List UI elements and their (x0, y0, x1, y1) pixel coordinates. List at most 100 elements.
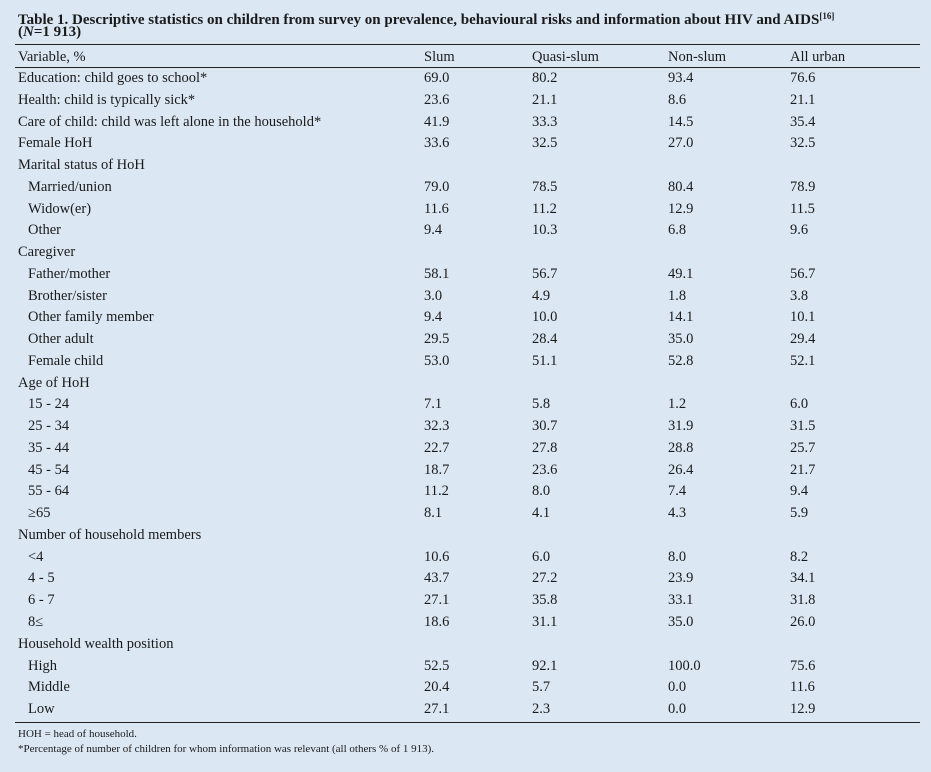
value-cell: 80.2 (532, 70, 558, 86)
footnote: *Percentage of number of children for wh… (18, 743, 435, 755)
row-label: Education: child goes to school* (18, 70, 208, 86)
value-cell: 21.1 (790, 91, 816, 108)
row-label: 25 - 34 (28, 418, 70, 435)
value-cell: 3.8 (790, 287, 809, 304)
value-cell: 10.1 (790, 309, 816, 326)
table-subtitle: (N=1 913) (18, 24, 81, 41)
value-cell: 52.8 (668, 352, 694, 369)
value-cell: 52.1 (790, 352, 816, 369)
value-cell: 100.0 (668, 657, 701, 674)
row-label: High (28, 657, 57, 674)
value-cell: 9.4 (424, 222, 443, 239)
value-cell: 11.5 (790, 200, 815, 217)
value-cell: 41.9 (424, 113, 450, 130)
value-cell: 10.6 (424, 548, 450, 565)
value-cell: 6.0 (532, 548, 551, 565)
value-cell: 18.6 (424, 614, 450, 630)
header-cell: All urban (790, 49, 846, 65)
value-cell: 23.9 (668, 570, 694, 587)
value-cell: 8.0 (532, 483, 551, 500)
value-cell: 9.4 (424, 309, 443, 326)
value-cell: 43.7 (424, 570, 450, 587)
title-text: Table 1. Descriptive statistics on child… (18, 12, 820, 28)
row-label: Female HoH (18, 135, 93, 152)
value-cell: 9.4 (790, 483, 809, 500)
value-cell: 8.2 (790, 548, 809, 565)
group-label: Household wealth position (18, 635, 174, 652)
value-cell: 8.6 (668, 91, 687, 108)
row-label: Widow(er) (28, 200, 92, 217)
value-cell: 35.0 (668, 614, 694, 630)
rule (15, 67, 920, 68)
value-cell: 6.8 (668, 222, 687, 239)
value-cell: 29.5 (424, 331, 450, 348)
value-cell: 22.7 (424, 439, 450, 456)
value-cell: 31.8 (790, 592, 816, 609)
header-cell: Non-slum (668, 49, 726, 65)
value-cell: 32.3 (424, 418, 450, 435)
header-cell: Variable, % (18, 49, 86, 65)
row-label: Other family member (28, 309, 154, 326)
value-cell: 11.6 (424, 200, 449, 217)
value-cell: 78.5 (532, 178, 558, 195)
row-label: 6 - 7 (28, 592, 55, 609)
row-label: Female child (28, 352, 104, 369)
value-cell: 0.0 (668, 701, 687, 718)
subtitle-rest: =1 913) (33, 24, 82, 40)
value-cell: 14.5 (668, 113, 694, 130)
value-cell: 51.1 (532, 352, 558, 369)
value-cell: 7.4 (668, 483, 687, 500)
value-cell: 27.8 (532, 439, 558, 456)
rule (15, 722, 920, 723)
value-cell: 1.8 (668, 287, 687, 304)
group-label: Age of HoH (18, 374, 90, 391)
subtitle-open: ( (18, 24, 23, 40)
value-cell: 12.9 (668, 200, 694, 217)
value-cell: 26.0 (790, 614, 816, 630)
value-cell: 27.2 (532, 570, 558, 587)
value-cell: 21.1 (532, 91, 558, 108)
value-cell: 2.3 (532, 701, 551, 718)
subtitle-n: N (23, 24, 34, 40)
value-cell: 12.9 (790, 701, 816, 718)
value-cell: 11.2 (424, 483, 449, 500)
row-label: 15 - 24 (28, 396, 70, 413)
footnote: HOH = head of household. (18, 728, 137, 740)
row-label: Other adult (28, 331, 94, 348)
value-cell: 56.7 (532, 265, 558, 282)
header-cell: Quasi-slum (532, 49, 599, 65)
value-cell: 92.1 (532, 657, 558, 674)
value-cell: 33.3 (532, 113, 558, 130)
value-cell: 3.0 (424, 287, 443, 304)
row-label: Low (28, 701, 55, 718)
row-label: Father/mother (28, 265, 111, 282)
value-cell: 34.1 (790, 570, 816, 587)
value-cell: 53.0 (424, 352, 450, 369)
value-cell: 0.0 (668, 679, 687, 696)
value-cell: 18.7 (424, 461, 450, 478)
value-cell: 1.2 (668, 396, 687, 413)
row-label: <4 (28, 548, 44, 565)
row-label: 55 - 64 (28, 483, 70, 500)
value-cell: 33.6 (424, 135, 450, 152)
row-label: ≥65 (28, 505, 51, 522)
value-cell: 35.4 (790, 113, 816, 130)
value-cell: 23.6 (532, 461, 558, 478)
value-cell: 32.5 (790, 135, 816, 152)
value-cell: 28.4 (532, 331, 558, 348)
group-label: Number of household members (18, 526, 202, 543)
value-cell: 4.3 (668, 505, 687, 522)
value-cell: 30.7 (532, 418, 558, 435)
value-cell: 31.9 (668, 418, 694, 435)
value-cell: 6.0 (790, 396, 809, 413)
header-cell: Slum (424, 49, 455, 65)
value-cell: 35.8 (532, 592, 558, 609)
row-label: 8≤ (28, 614, 44, 630)
value-cell: 33.1 (668, 592, 694, 609)
value-cell: 8.0 (668, 548, 687, 565)
group-label: Marital status of HoH (18, 157, 145, 174)
group-label: Caregiver (18, 244, 76, 261)
value-cell: 27.1 (424, 592, 450, 609)
value-cell: 4.9 (532, 287, 551, 304)
row-label: Married/union (28, 178, 112, 195)
